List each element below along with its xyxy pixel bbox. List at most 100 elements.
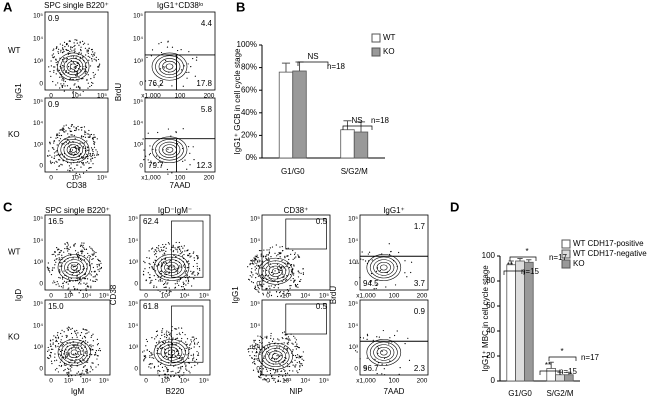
event-dot — [65, 357, 67, 359]
event-dot — [58, 248, 60, 250]
event-dot — [196, 262, 198, 265]
event-dot — [53, 148, 55, 150]
event-dot — [272, 338, 275, 340]
event-dot — [88, 331, 90, 333]
event-dot — [279, 256, 281, 258]
event-dot — [255, 267, 258, 270]
event-dot — [277, 253, 279, 256]
event-dot — [161, 341, 164, 343]
event-dot — [197, 272, 199, 274]
event-dot — [66, 353, 68, 356]
event-dot — [63, 280, 66, 282]
event-dot — [75, 129, 77, 132]
event-dot — [92, 369, 94, 371]
event-dot — [96, 266, 98, 268]
event-dot — [65, 352, 67, 354]
event-dot — [183, 288, 186, 290]
event-dot — [278, 347, 280, 349]
event-dot — [84, 47, 87, 49]
event-dot — [83, 142, 85, 144]
annotation: n=18 — [371, 116, 390, 125]
event-dot — [62, 69, 64, 71]
event-dot — [67, 375, 70, 377]
event-dot — [178, 371, 180, 373]
event-dot — [84, 329, 86, 331]
event-dot — [270, 278, 272, 280]
contour — [380, 349, 388, 356]
event-dot — [159, 251, 161, 253]
event-dot — [282, 273, 284, 275]
event-dot — [85, 71, 87, 73]
event-dot — [376, 336, 378, 338]
event-dot — [299, 356, 302, 359]
event-dot — [94, 275, 96, 277]
event-dot — [72, 257, 74, 259]
x-tick-label: 200 — [204, 175, 215, 182]
panel-label: D — [450, 199, 459, 214]
event-dot — [289, 273, 292, 276]
plot-frame — [44, 11, 109, 91]
event-dot — [255, 343, 257, 345]
event-dot — [158, 369, 160, 372]
event-dot — [299, 362, 301, 364]
event-dot — [96, 355, 98, 357]
event-dot — [186, 275, 188, 277]
event-dot — [176, 143, 179, 145]
event-dot — [163, 66, 165, 68]
event-dot — [152, 148, 154, 150]
event-dot — [292, 349, 294, 351]
event-dot — [159, 363, 162, 365]
event-dot — [82, 277, 84, 279]
error-bar — [517, 258, 523, 261]
event-dot — [187, 278, 189, 280]
event-dot — [87, 149, 89, 151]
event-dot — [186, 77, 188, 79]
event-dot — [279, 291, 282, 293]
event-dot — [260, 371, 262, 373]
event-dot — [367, 253, 369, 255]
event-dot — [84, 365, 86, 367]
event-dot — [56, 334, 59, 336]
event-dot — [266, 335, 268, 337]
event-dot — [185, 280, 187, 282]
event-dot — [374, 358, 376, 360]
event-dot — [260, 274, 263, 276]
event-dot — [81, 260, 83, 262]
event-dot — [255, 355, 257, 357]
event-dot — [274, 377, 276, 380]
event-dot — [66, 372, 68, 374]
event-dot — [279, 354, 281, 356]
event-dot — [279, 269, 281, 271]
event-dot — [77, 164, 79, 166]
event-dot — [297, 283, 299, 286]
bracket — [539, 370, 561, 375]
event-dot — [254, 344, 256, 347]
annotation: NS — [307, 52, 318, 61]
event-dot — [58, 285, 60, 287]
event-dot — [257, 370, 259, 372]
event-dot — [75, 86, 78, 88]
event-dot — [162, 341, 165, 343]
event-dot — [181, 365, 184, 368]
event-dot — [64, 46, 66, 48]
event-dot — [75, 128, 78, 130]
event-dot — [151, 248, 153, 250]
event-dot — [268, 249, 270, 251]
event-dot — [191, 336, 193, 338]
event-dot — [258, 376, 260, 378]
event-dot — [77, 125, 79, 128]
x-tick-label: 10⁴ — [300, 378, 310, 385]
event-dot — [79, 245, 82, 247]
event-dot — [293, 335, 295, 337]
event-dot — [286, 342, 288, 344]
event-dot — [178, 280, 180, 282]
event-dot — [379, 269, 381, 272]
event-dot — [298, 357, 300, 359]
event-dot — [188, 253, 191, 255]
contour — [70, 349, 78, 356]
event-dot — [72, 61, 74, 63]
event-dot — [86, 78, 88, 81]
event-dot — [153, 84, 156, 86]
event-dot — [86, 161, 89, 163]
y-axis-label: BrdU — [114, 83, 123, 101]
